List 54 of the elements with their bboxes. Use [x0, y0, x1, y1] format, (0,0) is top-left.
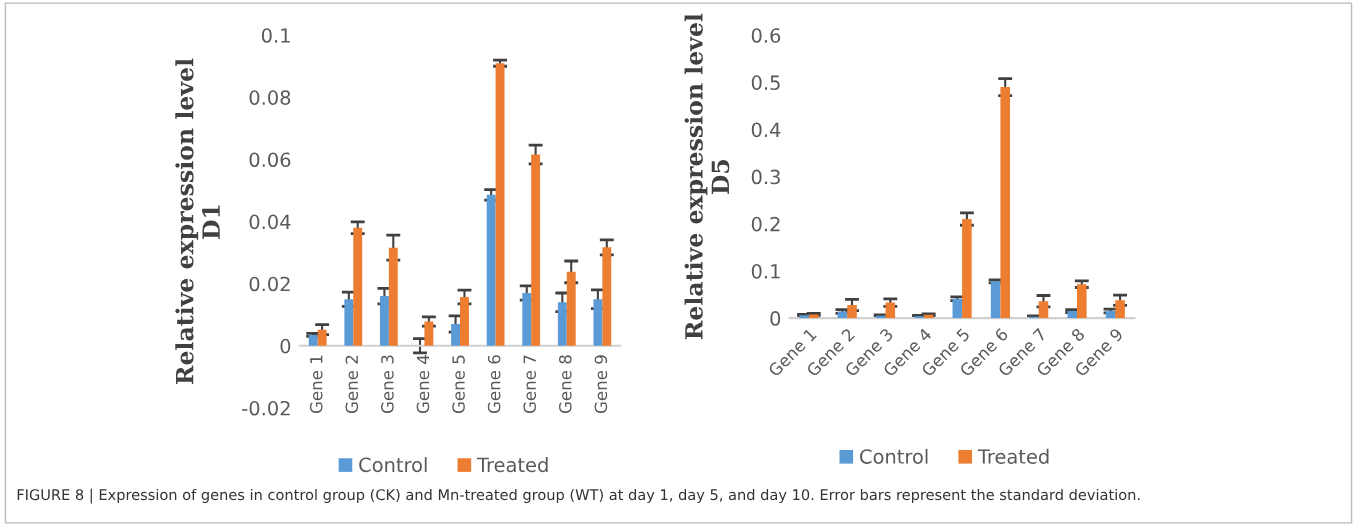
bar — [388, 247, 398, 346]
bar — [557, 302, 567, 346]
y-axis-title: Relative expression level D5 — [684, 13, 730, 340]
bar — [962, 219, 972, 319]
bar — [1067, 311, 1078, 319]
x-tick-label: Gene 3 — [381, 355, 394, 414]
bar — [486, 194, 496, 346]
bar — [344, 299, 354, 346]
bar — [1105, 311, 1116, 319]
bar — [566, 271, 576, 346]
x-tick-label: Gene 2 — [345, 355, 359, 414]
x-tick-label: Gene 6 — [487, 355, 501, 414]
bar — [1077, 284, 1087, 319]
legend-label: Treated — [476, 457, 548, 473]
bar — [379, 296, 389, 346]
bar — [460, 297, 469, 346]
x-tick-label: Gene 4 — [416, 355, 430, 414]
y-tick-label: 0.08 — [249, 90, 291, 105]
y-axis-title: Relative expression level D1 — [175, 58, 220, 385]
bar — [593, 299, 603, 346]
bar — [531, 154, 541, 346]
bar — [451, 324, 461, 346]
y-tick-label: 0.3 — [751, 169, 780, 185]
bar — [495, 63, 505, 346]
x-tick-label: Gene 5 — [452, 355, 465, 414]
bar — [1038, 301, 1049, 319]
x-tick-label: Gene 8 — [559, 355, 572, 414]
bar — [353, 227, 363, 346]
bar — [952, 298, 963, 319]
legend-label: Control — [860, 448, 928, 464]
bar — [1000, 87, 1010, 319]
legend-label: Control — [359, 457, 427, 473]
y-tick-label: 0.1 — [261, 28, 290, 43]
y-tick-label: 0.04 — [249, 214, 291, 230]
y-tick-label: 0.4 — [751, 122, 781, 138]
bar — [885, 302, 896, 319]
y-tick-label: 0 — [280, 338, 291, 354]
bar — [424, 321, 434, 346]
y-tick-label: 0.06 — [249, 152, 291, 168]
legend-label: Treated — [977, 448, 1049, 464]
y-tick-label: 0.6 — [751, 28, 781, 43]
y-tick-label: 0 — [770, 311, 781, 326]
y-tick-label: 0.5 — [751, 75, 780, 90]
caption: FIGURE 8 | Expression of genes in control group (CK) and Mn-treated group (WT) at day 1, day 5, and day 10. Error bars represent the standard deviation. — [17, 488, 1140, 504]
bar — [602, 247, 612, 346]
y-tick-label: 0.1 — [751, 263, 780, 279]
y-tick-label: 0.02 — [249, 276, 290, 292]
y-tick-label: 0.2 — [751, 216, 780, 232]
x-tick-label: Gene 9 — [594, 355, 608, 414]
bar — [522, 292, 532, 346]
bar — [990, 281, 1001, 319]
x-tick-label: Gene 7 — [523, 355, 537, 414]
x-tick-label: Gene 1 — [309, 355, 323, 414]
y-tick-label: -0.02 — [242, 400, 290, 416]
